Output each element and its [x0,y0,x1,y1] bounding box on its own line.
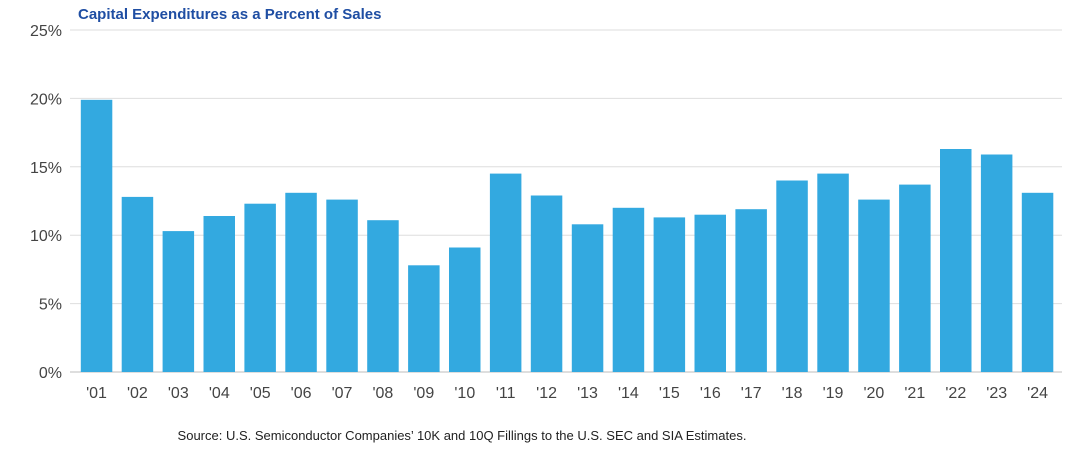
x-tick-label: '21 [904,385,925,402]
source-note: Source: U.S. Semiconductor Companies’ 10… [177,428,747,443]
bar-19 [817,173,849,372]
bar-08 [367,220,399,372]
x-axis-ticks: '01 '02 '03 '04 '05 '06 '07 '08 '09 '10 '11 '12 '13 '… [86,385,1048,402]
bar-11 [489,173,522,372]
gridlines [70,29,1062,373]
bar-16 [694,214,726,372]
y-tick-label: 20% [30,91,62,108]
bar-14 [612,207,645,372]
x-tick-label: '18 [782,385,803,402]
bar-09 [408,265,440,372]
bar-17 [735,209,767,372]
bar-05 [244,203,276,372]
bar-15 [653,217,686,372]
x-tick-label: '05 [250,385,271,402]
bar-02 [121,196,154,372]
x-tick-label: '13 [577,385,598,402]
x-tick-label: '14 [618,385,639,402]
x-tick-label: '10 [454,385,475,402]
y-tick-label: 5% [39,297,62,314]
bar-06 [285,192,317,372]
bar-07 [326,199,358,372]
y-tick-label: 25% [30,23,62,40]
x-tick-label: '24 [1027,385,1048,402]
chart-title: Capital Expenditures as a Percent of Sal… [78,6,382,23]
x-tick-label: '09 [413,385,434,402]
x-tick-label: '19 [823,385,844,402]
x-tick-label: '16 [700,385,721,402]
bar-04 [203,216,235,372]
bars [80,99,1054,373]
bar-23 [980,154,1013,372]
bar-03 [162,231,195,372]
bar-20 [858,199,890,372]
bar-21 [899,184,931,372]
x-tick-label: '22 [945,385,966,402]
x-tick-label: '01 [86,385,107,402]
x-tick-label: '07 [332,385,353,402]
bar-13 [571,224,604,372]
bar-18 [776,180,808,372]
x-tick-label: '06 [291,385,312,402]
y-tick-label: 0% [39,365,62,382]
y-tick-label: 15% [30,160,62,177]
x-tick-label: '15 [659,385,680,402]
bar-22 [940,149,972,372]
x-tick-label: '08 [372,385,393,402]
x-tick-label: '02 [127,385,148,402]
x-tick-label: '03 [168,385,189,402]
x-tick-label: '04 [209,385,230,402]
bar-01 [80,99,113,373]
x-tick-label: '11 [496,385,516,402]
bar-10 [449,247,481,372]
x-tick-label: '17 [741,385,762,402]
x-tick-label: '20 [863,385,884,402]
bar-24 [1021,192,1054,372]
bar-12 [530,195,563,372]
y-axis-ticks: 0% 5% 10% 15% 20% 25% [30,23,62,382]
x-tick-label: '12 [536,385,557,402]
y-tick-label: 10% [30,228,62,245]
x-tick-label: '23 [986,385,1007,402]
